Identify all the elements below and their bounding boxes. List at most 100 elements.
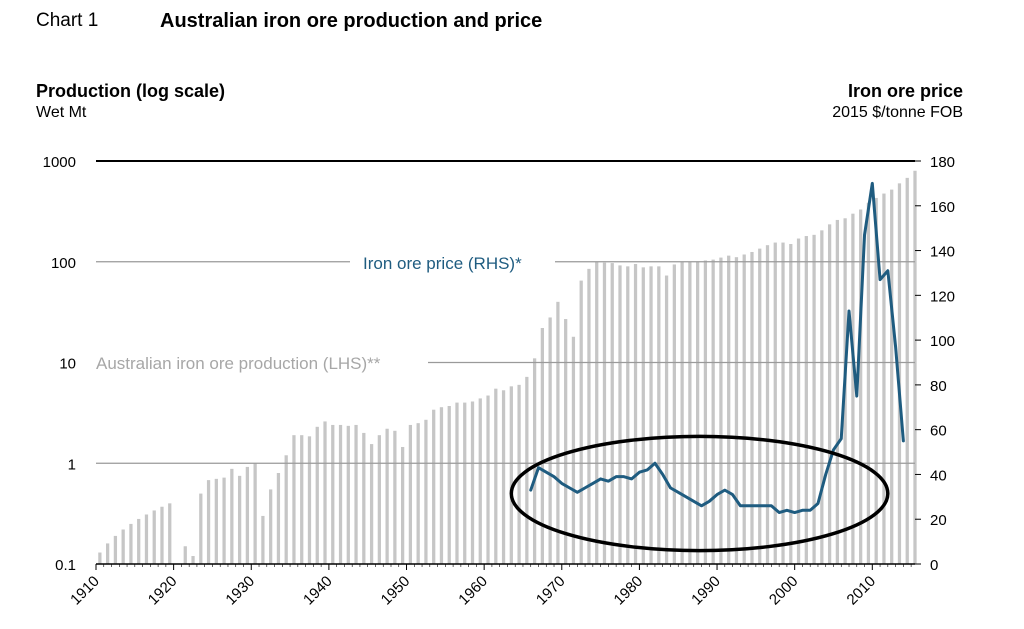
highlight-ellipse — [509, 434, 890, 553]
production-bar-1981 — [649, 266, 653, 564]
production-bar-1987 — [696, 261, 700, 564]
production-bar-2000 — [796, 238, 801, 564]
production-bar-1998 — [781, 242, 785, 564]
production-bar-1956 — [455, 402, 459, 564]
right-tick-label: 100 — [930, 333, 955, 350]
left-tick-label: 0.1 — [55, 557, 76, 574]
production-bar-1959 — [478, 398, 482, 564]
production-bar-1934 — [284, 455, 288, 564]
production-bar-1986 — [688, 261, 692, 564]
production-bar-1944 — [362, 432, 366, 564]
x-tick-label: 1920 — [145, 573, 181, 609]
production-bar-1940 — [331, 424, 335, 564]
right-tick-label: 80 — [930, 378, 947, 395]
production-bar-1935 — [292, 435, 296, 564]
production-bar-1976 — [610, 263, 614, 564]
production-bar-1946 — [377, 435, 381, 564]
legend-price-bg — [350, 250, 555, 276]
left-tick-label: 10 — [59, 356, 76, 373]
production-bar-1988 — [703, 260, 708, 564]
right-tick-label: 120 — [930, 288, 955, 305]
right-axis-title: Iron ore price — [847, 81, 963, 101]
production-bar-1949 — [401, 446, 405, 564]
production-bar-1937 — [307, 436, 312, 564]
production-bar-2002 — [812, 234, 816, 564]
production-bar-1918 — [160, 506, 164, 564]
production-bar-2001 — [804, 236, 808, 564]
production-bar-1939 — [323, 421, 327, 564]
production-bar-1955 — [447, 406, 451, 564]
left-axis-unit: Wet Mt — [36, 104, 87, 121]
production-bar-1915 — [137, 518, 141, 564]
production-bar-1963 — [509, 386, 513, 564]
production-bar-1923 — [199, 493, 203, 564]
production-bar-2010 — [874, 197, 878, 564]
x-tick-label: 1910 — [67, 573, 103, 609]
production-bar-2012 — [890, 189, 894, 565]
production-bar-1962 — [501, 390, 506, 564]
production-bar-1942 — [346, 425, 350, 564]
x-tick-label: 2000 — [766, 573, 802, 609]
production-bar-2009 — [866, 202, 871, 564]
production-bar-1979 — [633, 263, 638, 564]
production-bar-1911 — [106, 543, 110, 564]
production-bar-1991 — [727, 255, 731, 564]
production-bar-1990 — [719, 257, 723, 564]
production-bar-1994 — [750, 251, 754, 565]
x-tick-label: 1990 — [688, 573, 724, 609]
production-bar-1938 — [315, 426, 319, 564]
production-bar-1916 — [144, 514, 149, 564]
production-bar-1927 — [230, 468, 234, 564]
production-bar-1997 — [773, 242, 777, 564]
production-bar-1928 — [237, 475, 242, 564]
right-tick-label: 160 — [930, 199, 955, 216]
production-bar-1983 — [664, 275, 669, 564]
production-bar-1996 — [765, 245, 770, 564]
left-tick-label: 100 — [51, 255, 76, 272]
x-tick-label: 1970 — [533, 573, 569, 609]
production-bar-1941 — [338, 424, 343, 564]
production-bar-1980 — [641, 267, 645, 564]
production-bar-1933 — [276, 473, 281, 564]
price-line — [529, 181, 905, 515]
production-bar-1984 — [672, 264, 676, 564]
x-tick-label: 1950 — [378, 573, 414, 609]
production-bar-1950 — [408, 424, 413, 564]
legend-production-label: Australian iron ore production (LHS)** — [96, 354, 381, 373]
chart-number: Chart 1 — [36, 10, 99, 31]
x-tick-label: 2010 — [844, 573, 880, 609]
production-bar-1929 — [245, 466, 250, 564]
production-bar-1910 — [98, 552, 102, 564]
production-bar-1948 — [393, 430, 397, 564]
production-bar-2014 — [905, 177, 909, 564]
right-tick-label: 60 — [930, 423, 947, 440]
production-bar-1969 — [556, 301, 560, 564]
production-bar-1954 — [439, 407, 444, 564]
production-bar-1925 — [214, 478, 218, 564]
left-tick-label: 1 — [68, 456, 76, 473]
production-bar-2005 — [835, 219, 839, 564]
production-bar-1960 — [486, 395, 490, 564]
production-bar-1961 — [494, 388, 498, 564]
production-bar-1999 — [789, 244, 793, 564]
right-axis-unit: 2015 $/tonne FOB — [832, 104, 963, 121]
production-bar-1917 — [152, 510, 156, 564]
production-bar-1943 — [354, 424, 358, 564]
production-bar-1985 — [680, 261, 684, 564]
legend-price-label: Iron ore price (RHS)* — [363, 254, 522, 273]
x-tick-label: 1980 — [611, 573, 647, 609]
production-bar-1912 — [113, 535, 118, 564]
production-bar-1964 — [517, 384, 521, 564]
production-bar-1977 — [618, 265, 622, 564]
production-bar-1982 — [657, 266, 661, 564]
production-bar-1945 — [369, 444, 374, 564]
production-bar-1951 — [416, 423, 420, 564]
production-bar-2015 — [913, 170, 917, 564]
production-bar-2003 — [820, 230, 824, 564]
production-bar-1966 — [532, 358, 537, 564]
production-bar-1973 — [587, 268, 591, 564]
production-bar-1953 — [432, 409, 436, 564]
production-bar-1974 — [595, 261, 599, 564]
production-bar-1913 — [121, 529, 125, 564]
